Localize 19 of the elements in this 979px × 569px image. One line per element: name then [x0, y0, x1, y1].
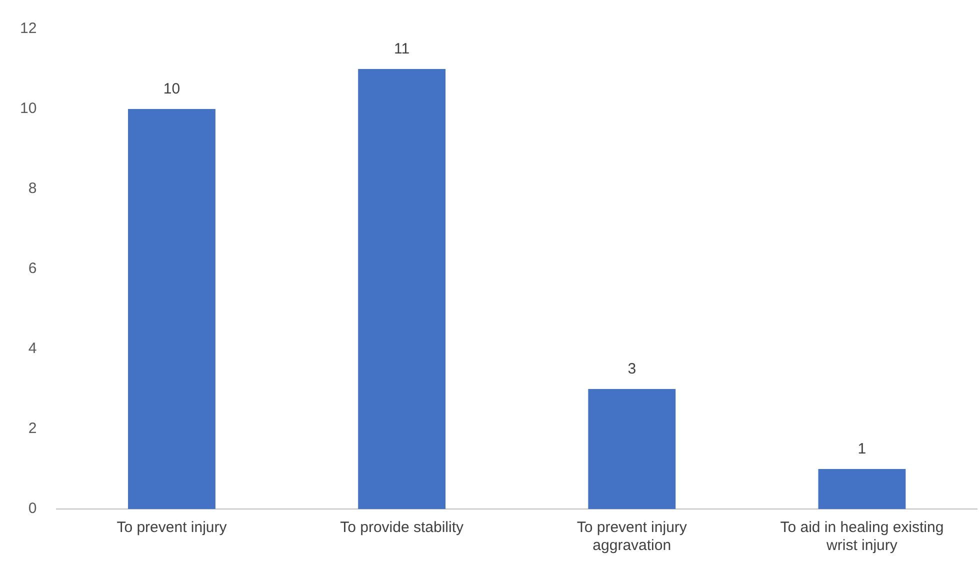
y-tick-label: 2 — [28, 420, 37, 438]
y-tick-label: 8 — [28, 180, 37, 198]
x-tick-label: To prevent injury aggravation — [576, 519, 688, 554]
data-label: 10 — [163, 80, 180, 98]
bar — [358, 69, 446, 509]
x-tick-label: To prevent injury — [116, 519, 228, 536]
bar — [818, 469, 906, 509]
data-label: 3 — [628, 360, 636, 378]
bar — [588, 389, 676, 509]
y-tick-label: 10 — [20, 100, 37, 118]
y-tick-label: 0 — [28, 500, 37, 518]
data-label: 11 — [394, 40, 410, 58]
bar — [128, 109, 216, 509]
x-tick-label: To aid in healing existing wrist injury — [780, 519, 944, 554]
data-label: 1 — [858, 440, 866, 458]
y-tick-label: 6 — [28, 260, 37, 278]
y-tick-label: 4 — [28, 340, 37, 358]
x-tick-label: To provide stability — [340, 519, 464, 536]
y-tick-label: 12 — [20, 20, 37, 38]
